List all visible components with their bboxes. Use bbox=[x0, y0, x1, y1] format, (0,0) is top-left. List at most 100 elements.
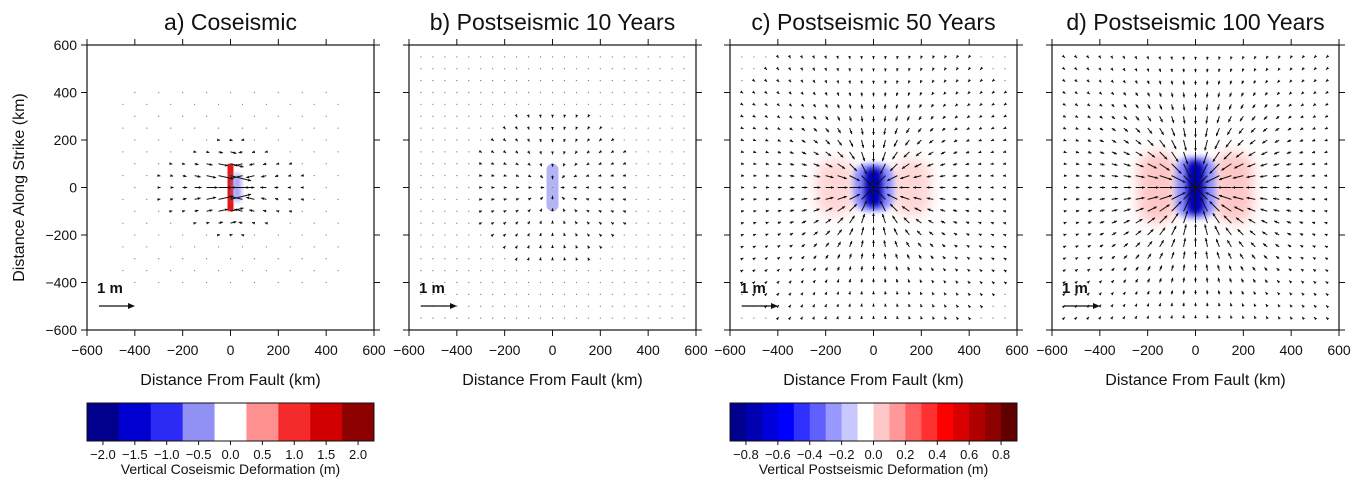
displacement-vectors bbox=[122, 91, 339, 284]
x-tick-label: 200 bbox=[267, 342, 291, 358]
colorbar-swatch bbox=[150, 403, 184, 441]
x-tick-label: −400 bbox=[441, 342, 473, 358]
colorbar-swatch bbox=[825, 403, 843, 441]
colorbar-1: −2.0 −1.5 −1.0 −0.5 0.0 0.5 1.0 1.5 2.0 Vertical … bbox=[86, 402, 375, 477]
colorbar-swatch bbox=[889, 403, 906, 441]
x-tick-label: 0 bbox=[549, 342, 557, 358]
colorbar-2: −0.8 −0.6 −0.4 −0.2 0.0 0.2 0.4 0.6 0.8Vertical … bbox=[729, 402, 1018, 477]
displacement-vectors bbox=[739, 54, 1008, 321]
colorbar-tick-label: 0.8 bbox=[992, 447, 1010, 462]
colorbar-swatch bbox=[777, 403, 795, 441]
x-tick-label: −200 bbox=[1132, 342, 1164, 358]
colorbar-tick-label: 0.5 bbox=[253, 447, 271, 462]
x-axis-label: Distance From Fault (km) bbox=[783, 372, 963, 389]
colorbar-tick-label: 2.0 bbox=[349, 447, 367, 462]
panel-4: 1 m −600 −400 −200 0 200 400 600 d) Postseismic … bbox=[1036, 9, 1351, 389]
x-tick-label: 400 bbox=[636, 342, 660, 358]
x-tick-label: 200 bbox=[910, 342, 934, 358]
colorbar-swatch bbox=[905, 403, 922, 441]
colorbar-swatch bbox=[793, 403, 811, 441]
colorbar-swatch bbox=[761, 403, 779, 441]
colorbar-tick-label: −1.0 bbox=[154, 447, 180, 462]
scale-arrow: 1 m bbox=[1062, 280, 1100, 309]
colorbar-swatch bbox=[278, 403, 311, 441]
colorbar-tick-label: −0.4 bbox=[797, 447, 823, 462]
uplift-lobe-east bbox=[891, 159, 932, 216]
colorbar-swatch bbox=[87, 403, 120, 441]
panel-2: 1 m −600 −400 −200 0 200 400 600 b) Postseismic … bbox=[393, 9, 708, 389]
colorbar-swatch bbox=[310, 403, 343, 441]
colorbar-tick-label: −1.5 bbox=[122, 447, 148, 462]
colorbar-tick-label: −2.0 bbox=[90, 447, 116, 462]
colorbar-swatch bbox=[214, 403, 247, 441]
scale-label: 1 m bbox=[97, 280, 123, 297]
x-tick-label: −600 bbox=[71, 342, 103, 358]
y-tick-label: −200 bbox=[45, 227, 77, 243]
x-tick-label: −200 bbox=[489, 342, 521, 358]
panel-title: d) Postseismic 100 Years bbox=[1066, 9, 1324, 35]
scale-arrow: 1 m bbox=[419, 280, 457, 309]
x-tick-label: 0 bbox=[870, 342, 878, 358]
axes: −600 −400 −200 0 200 400 600 bbox=[393, 39, 708, 358]
x-tick-label: −600 bbox=[714, 342, 746, 358]
colorbar-swatch bbox=[873, 403, 890, 441]
scale-label: 1 m bbox=[419, 280, 445, 297]
x-tick-label: 200 bbox=[1232, 342, 1256, 358]
x-tick-label: 0 bbox=[227, 342, 235, 358]
axes: −600 −400 −200 0 200 400 600 bbox=[714, 39, 1029, 358]
y-tick-label: 400 bbox=[54, 85, 78, 101]
x-tick-label: 400 bbox=[1279, 342, 1303, 358]
displacement-vectors bbox=[1061, 54, 1330, 321]
displacement-vectors bbox=[420, 56, 685, 319]
x-tick-label: 600 bbox=[362, 342, 386, 358]
x-tick-label: −600 bbox=[1036, 342, 1068, 358]
colorbar-tick-label: 0.2 bbox=[896, 447, 914, 462]
y-tick-label: −600 bbox=[45, 322, 77, 338]
x-tick-label: 400 bbox=[957, 342, 981, 358]
colorbar-swatch bbox=[809, 403, 827, 441]
y-axis-label: Distance Along Strike (km) bbox=[11, 93, 28, 282]
y-tick-label: −400 bbox=[45, 275, 77, 291]
x-tick-label: 600 bbox=[1327, 342, 1351, 358]
colorbar-tick-label: −0.5 bbox=[186, 447, 212, 462]
colorbar-swatch bbox=[953, 403, 970, 441]
x-axis-label: Distance From Fault (km) bbox=[462, 372, 642, 389]
panel-title: b) Postseismic 10 Years bbox=[430, 9, 675, 35]
colorbar-swatch bbox=[730, 403, 747, 441]
colorbar-tick-label: 1.5 bbox=[317, 447, 335, 462]
axes: −600 −400 −200 0 200 400 600 600 400 200 0 −200 −400… bbox=[45, 37, 385, 358]
y-tick-label: 0 bbox=[69, 180, 77, 196]
panel-title: a) Coseismic bbox=[164, 9, 297, 35]
colorbar-tick-label: 0.6 bbox=[960, 447, 978, 462]
colorbar-tick-label: 0.0 bbox=[864, 447, 882, 462]
x-tick-label: 600 bbox=[684, 342, 708, 358]
colorbar-tick-label: 0.0 bbox=[221, 447, 239, 462]
colorbar-swatch bbox=[745, 403, 763, 441]
scale-arrow: 1 m bbox=[740, 280, 778, 309]
x-tick-label: 0 bbox=[1192, 342, 1200, 358]
axes: −600 −400 −200 0 200 400 600 bbox=[1036, 39, 1351, 358]
colorbar-label: Vertical Postseismic Deformation (m) bbox=[759, 461, 989, 477]
colorbar-swatch bbox=[1001, 403, 1018, 441]
colorbar-swatch bbox=[969, 403, 986, 441]
x-tick-label: 400 bbox=[314, 342, 338, 358]
scale-label: 1 m bbox=[1062, 280, 1088, 297]
y-tick-label: 600 bbox=[54, 37, 78, 53]
colorbar-swatch bbox=[182, 403, 216, 441]
x-axis-label: Distance From Fault (km) bbox=[1105, 372, 1285, 389]
y-tick-label: 200 bbox=[54, 132, 78, 148]
colorbar-swatch bbox=[841, 403, 859, 441]
colorbar-label: Vertical Coseismic Deformation (m) bbox=[121, 461, 340, 477]
x-tick-label: 600 bbox=[1005, 342, 1029, 358]
panel-title: c) Postseismic 50 Years bbox=[751, 9, 995, 35]
x-tick-label: −200 bbox=[167, 342, 199, 358]
x-tick-label: −400 bbox=[762, 342, 794, 358]
colorbar-tick-label: −0.2 bbox=[829, 447, 855, 462]
colorbar-swatch bbox=[857, 403, 874, 441]
panel-1: 1 m −600 −400 −200 0 200 400 600 600 400 200 0 −200 −… bbox=[11, 9, 386, 389]
colorbar-tick-label: −0.6 bbox=[765, 447, 791, 462]
colorbar-tick-label: −0.8 bbox=[733, 447, 759, 462]
colorbar-swatch bbox=[246, 403, 279, 441]
colorbar-swatch bbox=[985, 403, 1002, 441]
